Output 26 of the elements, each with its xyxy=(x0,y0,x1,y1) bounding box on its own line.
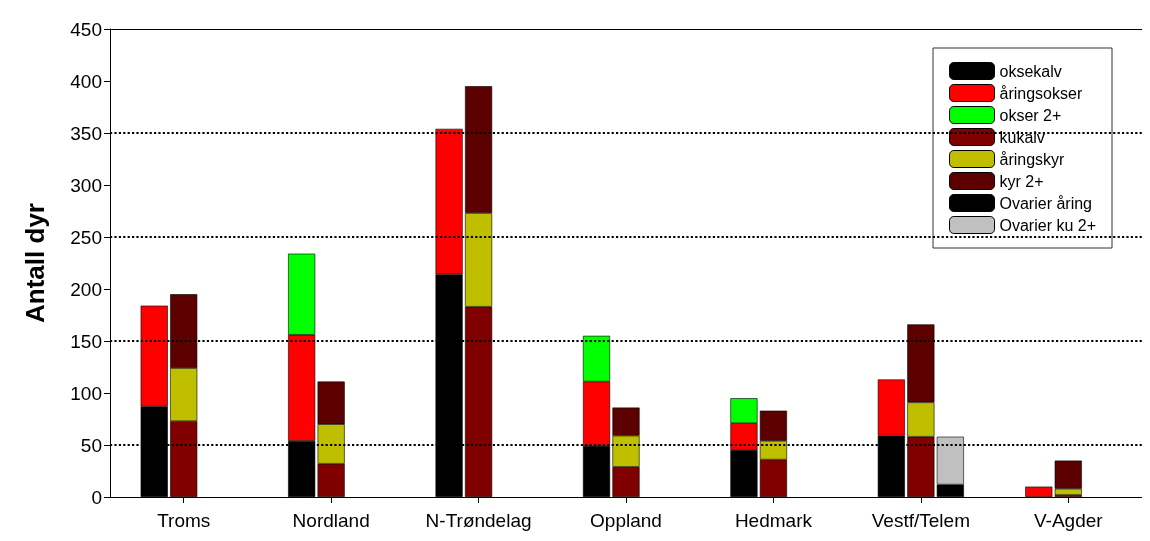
legend-label: Ovarier åring xyxy=(999,194,1092,212)
y-tick-label: 200 xyxy=(70,278,102,300)
x-tick-label: Nordland xyxy=(292,510,370,531)
x-tick-label: Hedmark xyxy=(734,510,813,531)
y-tick-label: 100 xyxy=(70,382,102,404)
legend-label: oksekalv xyxy=(999,62,1062,80)
y-tick-label: 350 xyxy=(70,122,102,144)
legend-label: kukalv xyxy=(999,128,1045,146)
legend-label: kyr 2+ xyxy=(999,172,1044,190)
legend-label: okser 2+ xyxy=(999,106,1062,124)
legend-label: åringsokser xyxy=(999,84,1083,102)
legend-label: Ovarier ku 2+ xyxy=(999,216,1096,234)
y-axis-title: Antall dyr xyxy=(20,203,50,323)
x-tick-label: Troms xyxy=(157,510,211,531)
x-tick-label: Vestf/Telem xyxy=(871,510,970,531)
x-tick-label: Oppland xyxy=(590,510,662,531)
x-tick-label: N-Trøndelag xyxy=(425,510,532,531)
y-tick-label: 150 xyxy=(70,330,102,352)
y-tick-label: 400 xyxy=(70,70,102,92)
y-tick-label: 450 xyxy=(70,18,102,40)
x-tick-label: V-Agder xyxy=(1033,510,1104,531)
y-tick-label: 300 xyxy=(70,174,102,196)
y-tick-label: 50 xyxy=(80,434,102,456)
y-tick-label: 250 xyxy=(70,226,102,248)
y-tick-label: 0 xyxy=(91,486,102,508)
legend-label: åringskyr xyxy=(999,150,1066,168)
